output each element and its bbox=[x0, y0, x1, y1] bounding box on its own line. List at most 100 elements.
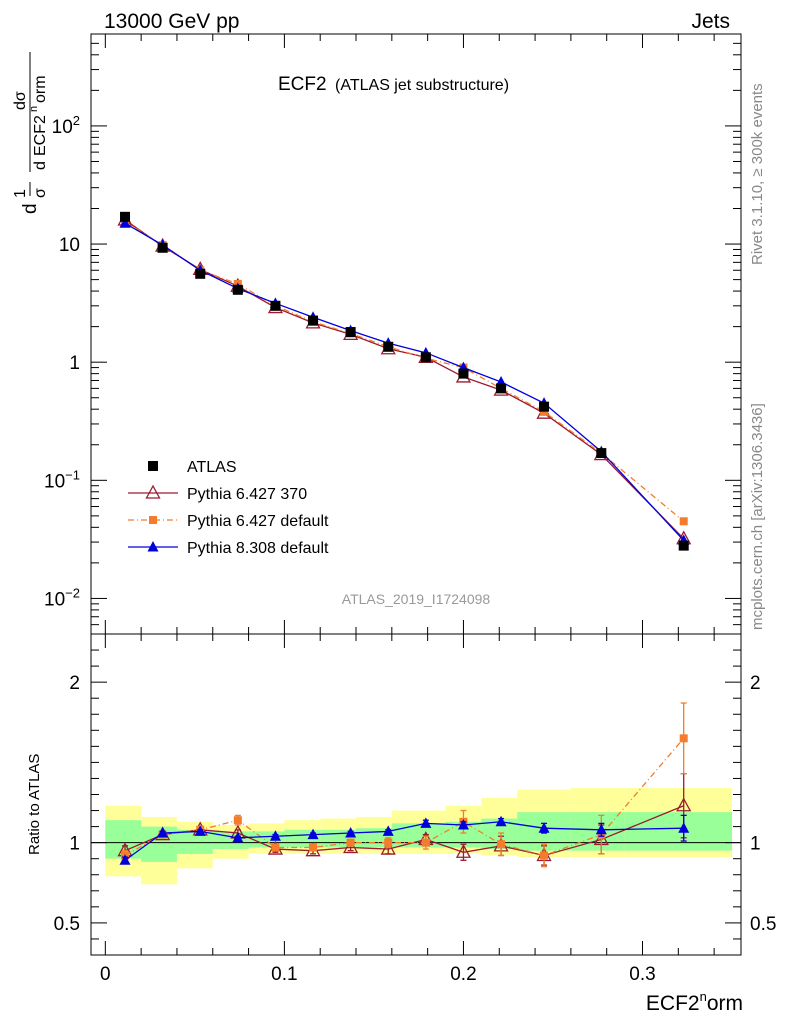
atlas-point-1 bbox=[157, 242, 168, 253]
atlas-point-13 bbox=[678, 540, 689, 551]
ratio-marker-s3-2 bbox=[194, 825, 206, 836]
side-label-rivet: Rivet 3.1.10, ≥ 300k events bbox=[749, 83, 766, 265]
main-title: ECF2 (ATLAS jet substructure) bbox=[278, 74, 509, 95]
legend-label-2: Pythia 6.427 default bbox=[187, 513, 329, 530]
y-tick-label-ratio-right-1: 1 bbox=[750, 834, 761, 855]
x-tick-label-0: 0 bbox=[100, 964, 111, 985]
y-tick-label-base: 10 bbox=[44, 471, 65, 492]
legend-marker-2 bbox=[149, 516, 157, 524]
ratio-marker-s3-7 bbox=[382, 825, 394, 836]
ratio-marker-s1-7 bbox=[380, 840, 396, 855]
main-ylabel: d 1 σ dσ d ECF2 n orm bbox=[12, 52, 49, 214]
atlas-point-2 bbox=[195, 268, 206, 279]
y-tick-label-base: 10 bbox=[44, 589, 65, 610]
ratio-marker-s2-8 bbox=[421, 838, 430, 847]
atlas-point-6 bbox=[345, 327, 356, 338]
ratio-series-group bbox=[117, 702, 692, 868]
y-tick-label-exponent: −2 bbox=[65, 585, 80, 600]
ylabel-d-one: d bbox=[20, 203, 41, 214]
ratio-marker-s2-6 bbox=[346, 838, 355, 847]
ratio-marker-s3-3 bbox=[232, 831, 244, 843]
atlas-point-0 bbox=[120, 211, 131, 222]
main-marker-s3-0 bbox=[119, 217, 131, 228]
ratio-marker-s3-5 bbox=[307, 828, 319, 840]
y-tick-label-ratio-left-2: 2 bbox=[69, 673, 80, 694]
ratio-marker-s2-5 bbox=[309, 843, 318, 852]
main-marker-s2-13 bbox=[679, 517, 688, 526]
y-tick-label-main-4: 102 bbox=[52, 113, 80, 138]
main-line-3 bbox=[124, 222, 685, 541]
y-tick-label-ratio-left-0: 0.5 bbox=[54, 914, 80, 935]
ylabel-d-prefix: d bbox=[32, 161, 49, 170]
ratio-line-2 bbox=[124, 737, 685, 857]
y-tick-label-exponent: 2 bbox=[73, 113, 80, 128]
ratio-marker-s1-9 bbox=[455, 843, 472, 858]
y-tick-label-ratio-left-1: 1 bbox=[69, 834, 80, 855]
ylabel-sigma: σ bbox=[32, 188, 49, 198]
ylabel-one: 1 bbox=[12, 189, 29, 198]
ratio-marker-s2-4 bbox=[271, 843, 280, 852]
header-jets-label: Jets bbox=[691, 10, 730, 33]
atlas-point-10 bbox=[496, 383, 507, 394]
atlas-point-5 bbox=[308, 315, 319, 326]
y-tick-label-ratio-right-0: 0.5 bbox=[750, 914, 776, 935]
y-tick-label-main-0: 10−2 bbox=[44, 585, 80, 610]
ratio-band-green-14 bbox=[624, 812, 733, 851]
ratio-marker-s3-10 bbox=[495, 815, 507, 827]
ratio-line-1 bbox=[124, 805, 684, 857]
atlas-point-7 bbox=[383, 341, 394, 352]
y-tick-label-base: 10 bbox=[52, 117, 73, 138]
legend-label-1: Pythia 6.427 370 bbox=[187, 486, 307, 503]
main-line-2 bbox=[124, 221, 685, 522]
legend-marker-3 bbox=[147, 541, 159, 552]
ratio-marker-s3-1 bbox=[157, 827, 169, 838]
main-title-subtitle: (ATLAS jet substructure) bbox=[335, 77, 509, 94]
ratio-marker-s3-6 bbox=[345, 827, 357, 838]
legend-label-0: ATLAS bbox=[187, 459, 237, 476]
atlas-point-12 bbox=[596, 448, 607, 459]
ratio-marker-s3-12 bbox=[595, 823, 607, 835]
x-axis-label-main: ECF2 bbox=[646, 992, 700, 1015]
y-tick-label-exponent: −1 bbox=[65, 467, 80, 482]
atlas-point-11 bbox=[539, 401, 550, 412]
ylabel-ecf: ECF2 bbox=[32, 115, 49, 156]
x-tick-label-1: 0.1 bbox=[271, 964, 297, 985]
y-tick-label-main-1: 10−1 bbox=[44, 467, 80, 492]
ratio-marker-s3-11 bbox=[538, 822, 550, 833]
atlas-point-4 bbox=[270, 300, 281, 311]
ylabel-n: n bbox=[28, 106, 40, 112]
main-series-group bbox=[117, 211, 692, 551]
x-axis-label-sup: n bbox=[700, 989, 707, 1004]
main-marker-s2-11 bbox=[540, 407, 549, 416]
legend: ATLAS Pythia 6.427 370 Pythia 6.427 defaul… bbox=[128, 459, 329, 557]
y-tick-label-main-3: 10 bbox=[59, 235, 80, 256]
analysis-id: ATLAS_2019_I1724098 bbox=[342, 591, 491, 607]
side-label-mcplots: mcplots.cern.ch [arXiv:1306.3436] bbox=[749, 403, 766, 630]
ratio-uncertainty-bands bbox=[105, 788, 733, 885]
ratio-ylabel: Ratio to ATLAS bbox=[26, 754, 43, 855]
ratio-marker-s2-3 bbox=[233, 816, 242, 825]
ylabel-dsigma: dσ bbox=[12, 91, 29, 110]
x-tick-label-3: 0.3 bbox=[629, 964, 655, 985]
ratio-line-3 bbox=[124, 821, 684, 861]
main-title-ecf2: ECF2 bbox=[278, 74, 327, 95]
legend-label-3: Pythia 8.308 default bbox=[187, 540, 329, 557]
ylabel-orm: orm bbox=[32, 75, 49, 103]
ratio-marker-s2-11 bbox=[540, 851, 549, 860]
atlas-point-9 bbox=[458, 368, 469, 379]
ratio-marker-s3-9 bbox=[457, 818, 469, 830]
legend-marker-0 bbox=[148, 461, 158, 471]
ratio-marker-s3-4 bbox=[269, 830, 281, 841]
header-energy-label: 13000 GeV pp bbox=[104, 10, 239, 33]
y-tick-label-ratio-right-2: 2 bbox=[750, 673, 761, 694]
ratio-marker-s3-8 bbox=[420, 817, 432, 828]
ratio-marker-s3-0 bbox=[119, 854, 131, 865]
ratio-marker-s3-13 bbox=[678, 822, 690, 833]
legend-marker-1 bbox=[145, 484, 161, 499]
ratio-marker-s2-13 bbox=[679, 734, 688, 743]
ratio-marker-s2-7 bbox=[384, 838, 393, 847]
atlas-point-3 bbox=[232, 284, 243, 295]
x-tick-label-2: 0.2 bbox=[450, 964, 476, 985]
